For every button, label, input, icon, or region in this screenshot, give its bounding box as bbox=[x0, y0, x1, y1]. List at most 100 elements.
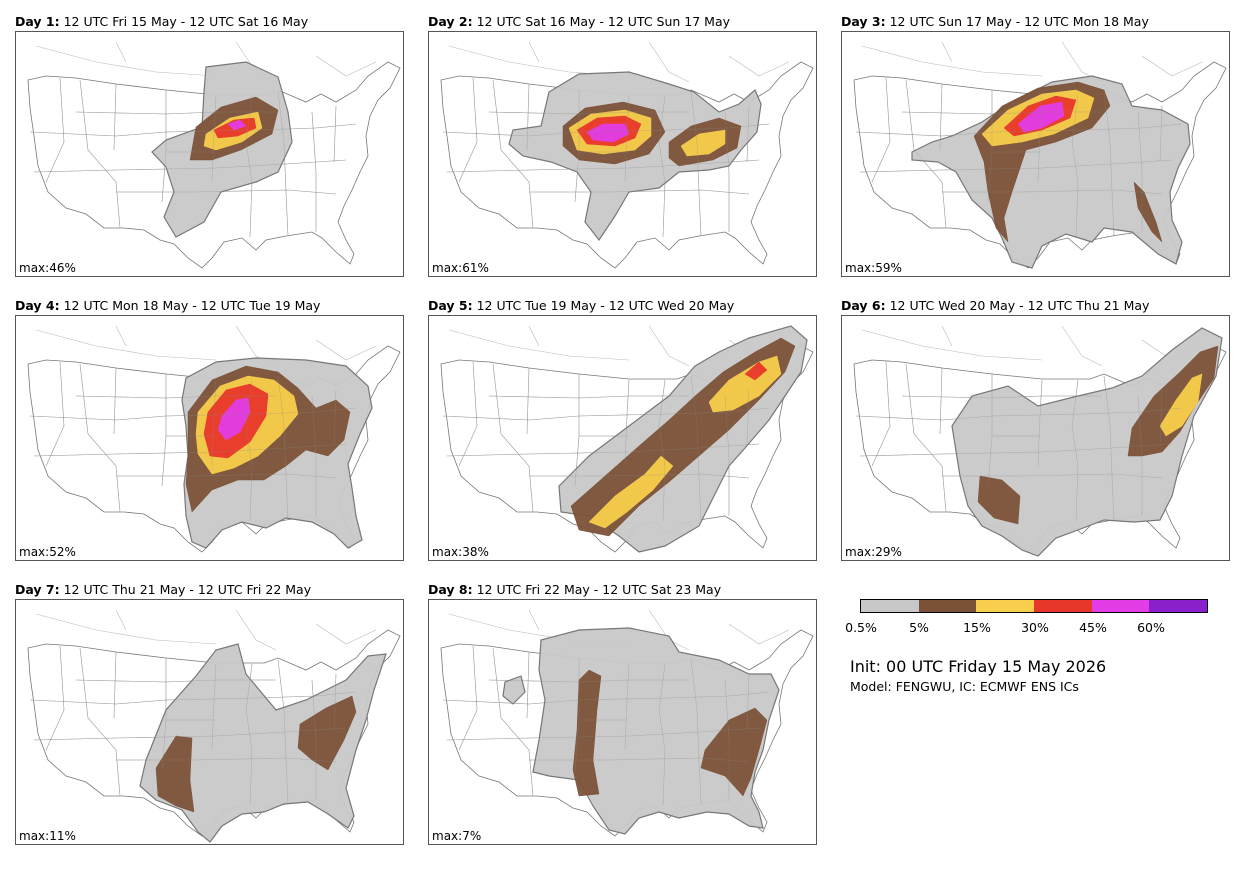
max-label: max:29% bbox=[845, 545, 902, 559]
province-boundary bbox=[728, 55, 790, 77]
state-boundary-overlay bbox=[446, 443, 760, 457]
state-boundary-overlay bbox=[333, 673, 337, 731]
state-boundary-overlay bbox=[211, 379, 217, 467]
state-boundary-overlay bbox=[690, 91, 702, 237]
state-boundary-overlay bbox=[245, 663, 253, 806]
probability-contour-0-5pct bbox=[951, 327, 1223, 557]
state-boundary-overlay bbox=[45, 77, 65, 183]
state-boundary-overlay bbox=[1103, 375, 1115, 521]
probability-contour-45pct bbox=[586, 123, 630, 143]
panel-title: Day 8: 12 UTC Fri 22 May - 12 UTC Sat 23… bbox=[428, 582, 722, 597]
map-day-2: max:61% bbox=[428, 31, 817, 277]
state-boundary-overlay bbox=[526, 367, 530, 435]
probability-contour-15pct bbox=[1159, 373, 1203, 437]
state-boundary-overlay bbox=[79, 647, 121, 797]
map-svg bbox=[440, 609, 814, 837]
state-boundary-overlay bbox=[1037, 379, 1043, 467]
legend-tick: 5% bbox=[909, 620, 929, 635]
probability-contour-5pct bbox=[977, 475, 1021, 525]
state-boundary-overlay bbox=[488, 679, 689, 683]
state-boundary-overlay bbox=[724, 679, 730, 800]
state-boundary-overlay bbox=[901, 395, 1102, 399]
map-svg bbox=[440, 41, 814, 269]
state-boundary-overlay bbox=[79, 363, 121, 513]
state-boundary-overlay bbox=[526, 651, 530, 719]
state-boundary-overlay bbox=[1103, 91, 1115, 237]
state-boundary-overlay bbox=[492, 647, 534, 797]
state-boundary-overlay bbox=[855, 407, 1183, 421]
state-boundary-overlay bbox=[311, 679, 317, 800]
map-svg bbox=[27, 609, 401, 843]
panel-title: Day 4: 12 UTC Mon 18 May - 12 UTC Tue 19… bbox=[15, 298, 321, 313]
state-boundary-overlay bbox=[939, 83, 943, 151]
probability-contour-15pct bbox=[588, 455, 674, 529]
model-info: Model: FENGWU, IC: ECMWF ENS ICs bbox=[850, 679, 1079, 694]
state-boundary-overlay bbox=[29, 407, 357, 421]
state-boundary-overlay bbox=[658, 379, 666, 522]
probability-contour-45pct bbox=[217, 397, 251, 441]
state-boundary-overlay bbox=[658, 95, 666, 238]
state-boundary-overlay bbox=[277, 91, 289, 237]
state-boundary-overlay bbox=[746, 105, 750, 163]
state-boundary-overlay bbox=[113, 367, 117, 435]
colorbar-segment bbox=[1091, 600, 1150, 612]
state-boundary-overlay bbox=[442, 691, 770, 705]
state-boundary-overlay bbox=[658, 663, 666, 806]
state-boundary-overlay bbox=[1071, 379, 1079, 522]
panel-title: Day 5: 12 UTC Tue 19 May - 12 UTC Wed 20… bbox=[428, 298, 735, 313]
state-boundary-overlay bbox=[942, 473, 1163, 479]
state-boundary-overlay bbox=[311, 111, 317, 232]
state-boundary-overlay bbox=[488, 395, 689, 399]
colorbar-segment bbox=[1149, 600, 1208, 612]
map-day-6: max:29% bbox=[841, 315, 1230, 561]
province-boundary bbox=[115, 609, 127, 631]
panel-title: Day 3: 12 UTC Sun 17 May - 12 UTC Mon 18… bbox=[841, 14, 1149, 29]
map-day-8: max:7% bbox=[428, 599, 817, 845]
state-boundary-overlay bbox=[458, 77, 478, 183]
legend-tick: 45% bbox=[1079, 620, 1107, 635]
state-boundary-overlay bbox=[746, 389, 750, 447]
max-label: max:46% bbox=[19, 261, 76, 275]
probability-contour-5pct bbox=[1127, 345, 1219, 457]
max-label: max:61% bbox=[432, 261, 489, 275]
state-boundary-overlay bbox=[113, 83, 117, 151]
province-boundary bbox=[235, 609, 277, 651]
max-label: max:11% bbox=[19, 829, 76, 843]
state-boundary-overlay bbox=[442, 123, 770, 137]
province-boundary bbox=[115, 325, 127, 347]
province-boundary bbox=[728, 623, 790, 645]
map-svg bbox=[853, 41, 1227, 269]
province-boundary bbox=[528, 41, 540, 63]
state-boundary-overlay bbox=[116, 473, 337, 479]
state-boundary-overlay bbox=[458, 645, 478, 751]
state-boundary-overlay bbox=[690, 375, 702, 521]
probability-contour-15pct bbox=[680, 129, 726, 157]
state-boundary-overlay bbox=[624, 95, 630, 183]
probability-contour-0-5pct bbox=[502, 675, 526, 705]
state-boundary-overlay bbox=[690, 659, 702, 805]
state-boundary-overlay bbox=[724, 111, 730, 232]
state-boundary-overlay bbox=[29, 123, 357, 137]
state-boundary-overlay bbox=[45, 645, 65, 751]
max-label: max:52% bbox=[19, 545, 76, 559]
province-boundary bbox=[315, 339, 377, 361]
state-boundary-overlay bbox=[79, 79, 121, 229]
colorbar-segment bbox=[976, 600, 1035, 612]
max-label: max:59% bbox=[845, 261, 902, 275]
state-boundary-overlay bbox=[211, 95, 217, 183]
state-boundary-overlay bbox=[33, 443, 347, 457]
probability-contour-0-5pct bbox=[139, 643, 387, 843]
map-svg bbox=[440, 325, 814, 553]
province-boundary bbox=[861, 45, 1043, 77]
legend-tick: 60% bbox=[1137, 620, 1165, 635]
state-boundary-overlay bbox=[211, 663, 217, 751]
state-boundary-overlay bbox=[529, 757, 750, 763]
map-day-4: max:52% bbox=[15, 315, 404, 561]
map-day-7: max:11% bbox=[15, 599, 404, 845]
state-boundary-overlay bbox=[488, 111, 689, 115]
colorbar-segment bbox=[918, 600, 977, 612]
province-boundary bbox=[1141, 55, 1203, 77]
province-boundary bbox=[528, 325, 540, 347]
province-boundary bbox=[1061, 41, 1103, 83]
state-boundary-overlay bbox=[333, 389, 337, 447]
